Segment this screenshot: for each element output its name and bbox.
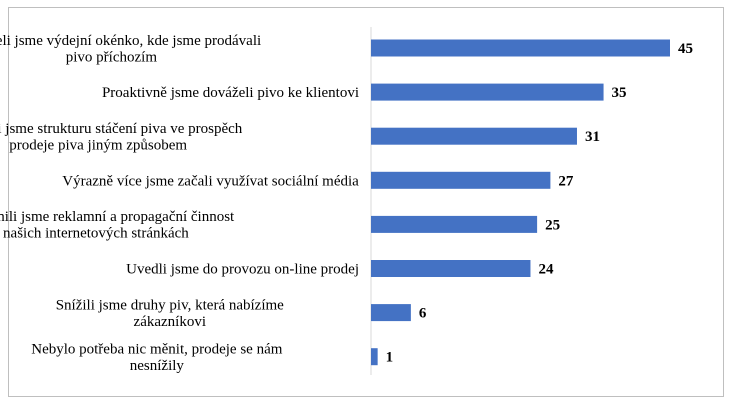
data-label: 24 xyxy=(538,262,554,278)
data-label: 25 xyxy=(545,217,560,233)
category-label: Uvedli jsme do provozu on-line prodej xyxy=(126,262,359,278)
category-label-line: pivo příchozím xyxy=(66,49,158,65)
bar xyxy=(371,127,577,145)
category-label-line: Otevřeli jsme výdejní okénko, kde jsme p… xyxy=(0,33,261,49)
category-label-line: Uvedli jsme do provozu on-line prodej xyxy=(126,262,359,278)
bar xyxy=(371,348,378,366)
bars-group xyxy=(371,39,670,366)
category-label-line: Snížili jsme druhy piv, která nabízíme xyxy=(56,297,284,313)
data-label: 45 xyxy=(678,41,693,57)
bar xyxy=(371,215,538,233)
category-label-line: Výrazně více jsme začali využívat sociál… xyxy=(62,173,359,189)
bar xyxy=(371,83,604,101)
category-label-line: Zintenzivnili jsme reklamní a propagační… xyxy=(0,209,235,225)
category-label: Snížili jsme druhy piv, která nabízíme zá… xyxy=(56,297,284,330)
category-label-line: na našich internetových stránkách xyxy=(0,226,189,242)
data-label: 6 xyxy=(419,306,427,322)
category-label-line: prodeje piva jiným způsobem xyxy=(9,137,187,153)
data-label: 35 xyxy=(612,85,627,101)
category-label: Změnili jsme strukturu stáčení piva ve p… xyxy=(0,121,243,154)
category-label: Otevřeli jsme výdejní okénko, kde jsme p… xyxy=(0,33,261,66)
data-label: 31 xyxy=(585,129,600,145)
bar xyxy=(371,39,670,57)
bar xyxy=(371,260,531,277)
category-label-line: Proaktivně jsme dováželi pivo ke kliento… xyxy=(102,85,359,101)
value-labels-group: 45 35 31 27 25 24 6 1 xyxy=(386,41,693,366)
category-label: Výrazně více jsme začali využívat sociál… xyxy=(62,173,359,189)
category-label-line: Nebylo potřeba nic měnit, prodeje se nám xyxy=(31,341,283,357)
category-labels-group: Otevřeli jsme výdejní okénko, kde jsme p… xyxy=(0,33,359,374)
bar xyxy=(371,171,551,189)
data-label: 27 xyxy=(558,173,574,189)
category-label: Zintenzivnili jsme reklamní a propagační… xyxy=(0,209,235,242)
category-label: Nebylo potřeba nic měnit, prodeje se nám… xyxy=(31,341,283,374)
category-label-line: Změnili jsme strukturu stáčení piva ve p… xyxy=(0,121,243,137)
data-label: 1 xyxy=(386,350,394,366)
category-label: Proaktivně jsme dováželi pivo ke kliento… xyxy=(102,85,359,101)
category-label-line: nesnížily xyxy=(130,358,185,374)
chart-frame xyxy=(8,7,724,397)
category-label-line: zákazníkovi xyxy=(134,314,206,330)
bar xyxy=(371,304,411,322)
